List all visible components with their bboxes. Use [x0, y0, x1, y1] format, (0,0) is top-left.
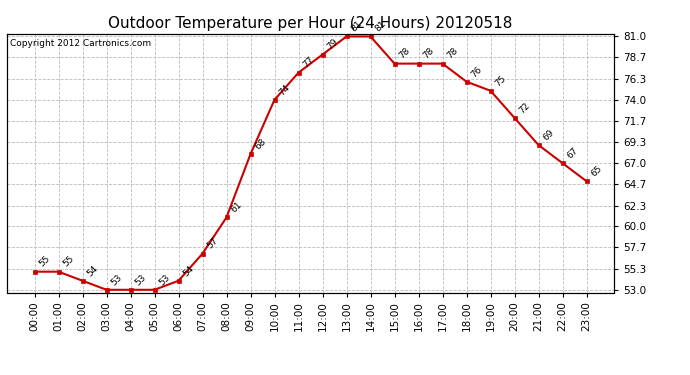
Text: 53: 53: [133, 273, 148, 287]
Text: Copyright 2012 Cartronics.com: Copyright 2012 Cartronics.com: [10, 39, 151, 48]
Text: 53: 53: [109, 273, 124, 287]
Text: 69: 69: [541, 128, 555, 142]
Text: 81: 81: [373, 19, 388, 34]
Text: 74: 74: [277, 82, 292, 97]
Text: 55: 55: [37, 254, 52, 269]
Text: 76: 76: [469, 64, 484, 79]
Text: 78: 78: [422, 46, 436, 61]
Text: 72: 72: [518, 101, 532, 115]
Text: 61: 61: [229, 200, 244, 214]
Text: 77: 77: [302, 56, 316, 70]
Title: Outdoor Temperature per Hour (24 Hours) 20120518: Outdoor Temperature per Hour (24 Hours) …: [108, 16, 513, 31]
Text: 54: 54: [86, 264, 99, 278]
Text: 53: 53: [157, 273, 172, 287]
Text: 55: 55: [61, 254, 76, 269]
Text: 57: 57: [206, 236, 220, 251]
Text: 67: 67: [565, 146, 580, 160]
Text: 68: 68: [253, 137, 268, 151]
Text: 54: 54: [181, 264, 196, 278]
Text: 78: 78: [397, 46, 412, 61]
Text: 78: 78: [445, 46, 460, 61]
Text: 81: 81: [349, 19, 364, 34]
Text: 79: 79: [325, 37, 339, 52]
Text: 65: 65: [589, 164, 604, 178]
Text: 75: 75: [493, 74, 508, 88]
